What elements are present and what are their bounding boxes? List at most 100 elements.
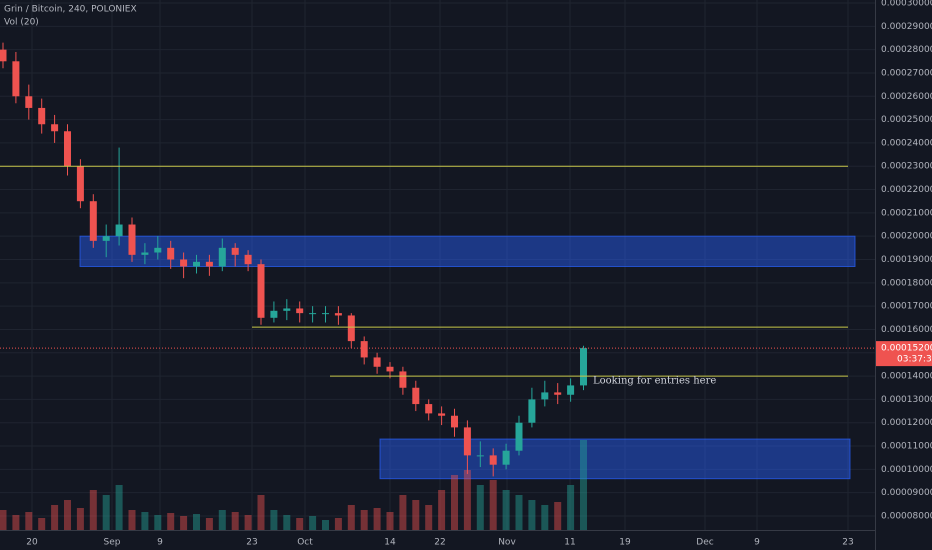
volume-bar (438, 490, 446, 530)
volume-bar (218, 510, 226, 530)
annotation: Looking for entries here (593, 376, 716, 387)
y-tick-label: 0.00009000 (881, 488, 932, 498)
candle-body (347, 315, 355, 342)
y-tick-label: 0.00022000 (881, 185, 932, 195)
volume-bar (528, 500, 536, 530)
candle-body (373, 357, 381, 367)
volume-bar (257, 495, 265, 530)
y-tick-label: 0.00029000 (881, 22, 932, 32)
candle-body (12, 61, 20, 97)
candle-body (102, 236, 110, 241)
y-tick-label: 0.00010000 (881, 465, 932, 475)
candle-body (476, 455, 484, 457)
candle-body (167, 247, 175, 260)
last-price-label: 0.00015200 (881, 344, 932, 354)
candle-body (218, 247, 226, 267)
volume-bar (76, 508, 84, 530)
volume-bar (451, 475, 458, 530)
candle-body (528, 399, 536, 423)
candle-body (0, 49, 7, 62)
candle-body (334, 313, 342, 316)
volume-bar (502, 490, 510, 530)
y-tick-label: 0.00021000 (881, 208, 932, 218)
x-tick-label: 11 (564, 538, 575, 548)
candle-body (283, 308, 291, 311)
x-tick-label: Dec (696, 538, 713, 548)
volume-bar (425, 505, 433, 530)
candle-body (193, 261, 200, 267)
x-tick-label: Oct (297, 538, 313, 548)
volume-bar (412, 500, 420, 530)
volume-bar (167, 513, 175, 530)
candle-body (451, 415, 458, 428)
zone (379, 438, 851, 480)
candle-body (231, 247, 239, 255)
volume-bar (64, 500, 71, 530)
volume-bar (334, 518, 342, 530)
y-tick-label: 0.00018000 (881, 278, 932, 288)
candle-body (38, 107, 46, 125)
volume-bar (347, 505, 355, 530)
volume-bar (476, 485, 484, 530)
y-tick-label: 0.00026000 (881, 92, 932, 102)
countdown: 03:37:33 (897, 355, 932, 365)
volume-bar (296, 518, 304, 530)
volume-bar (463, 470, 471, 530)
volume-bar (515, 495, 523, 530)
candle-body (64, 131, 71, 167)
candle-body (244, 254, 252, 265)
candle-body (399, 371, 407, 388)
volume-bar (102, 495, 110, 530)
y-tick-label: 0.00013000 (881, 395, 932, 405)
last-price-box (876, 341, 932, 367)
y-tick-label: 0.00017000 (881, 302, 932, 312)
candle-body (154, 247, 162, 253)
volume-bar (180, 516, 188, 530)
candle-body (180, 259, 188, 267)
candle-body (141, 252, 149, 255)
y-tick-label: 0.00014000 (881, 372, 932, 382)
candle-body (502, 450, 510, 465)
candle-body (51, 124, 59, 132)
volume-bar (373, 508, 381, 530)
y-tick-label: 0.00025000 (881, 115, 932, 125)
volume-bar (128, 510, 136, 530)
x-tick-label: 23 (246, 538, 257, 548)
x-tick-label: 9 (754, 538, 760, 548)
x-tick-label: 9 (157, 538, 163, 548)
volume-bar (12, 515, 20, 530)
y-tick-label: 0.00027000 (881, 68, 932, 78)
volume-bar (386, 512, 394, 530)
candle-body (515, 422, 523, 451)
candle-body (89, 201, 97, 241)
x-tick-label: 14 (384, 538, 396, 548)
candle-body (554, 392, 562, 395)
volume-bar (360, 510, 368, 530)
x-tick-label: Nov (498, 538, 516, 548)
volume-bar (270, 510, 278, 530)
x-tick-label: 20 (26, 538, 38, 548)
candle-body (205, 261, 213, 267)
y-tick-label: 0.00030000 (881, 0, 932, 9)
x-tick-label: 22 (434, 538, 445, 548)
volume-bar (567, 485, 575, 530)
y-tick-label: 0.00011000 (881, 442, 932, 452)
volume-bar (38, 518, 46, 530)
volume-bar (193, 514, 200, 530)
candle-body (309, 313, 317, 315)
candle-body (25, 96, 33, 108)
volume-bar (115, 485, 123, 530)
volume-bar (89, 490, 97, 530)
candle-body (270, 310, 278, 318)
volume-bar (141, 512, 149, 530)
volume-bar (580, 440, 587, 530)
x-tick-label: 19 (619, 538, 631, 548)
volume-bar (489, 480, 497, 530)
y-tick-label: 0.00012000 (881, 418, 932, 428)
candle-body (425, 404, 433, 414)
candle-body (360, 341, 368, 358)
volume-bar (154, 515, 162, 530)
candle-body (322, 313, 329, 315)
candle-body (412, 387, 420, 405)
